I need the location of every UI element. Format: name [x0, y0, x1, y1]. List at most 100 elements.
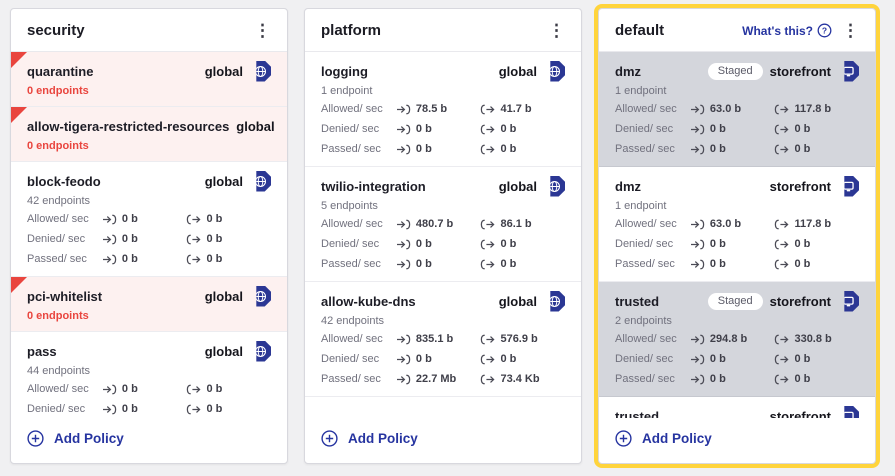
policy-card[interactable]: pci-whitelist global 0 endpoints [11, 277, 287, 332]
add-icon [27, 430, 44, 447]
metric-row: Denied/ sec 0 b 0 b [321, 234, 565, 254]
egress-value: 0 b [480, 353, 565, 365]
egress-icon [774, 144, 789, 155]
policy-card[interactable]: dmz storefront 1 endpoint Allowed/ sec 63.0 … [599, 167, 875, 282]
policy-title-row: allow-kube-dns global [321, 290, 565, 312]
metric-label: Allowed/ sec [321, 103, 383, 115]
ingress-bytes: 63.0 b [709, 218, 742, 230]
policy-name: quarantine [27, 63, 94, 79]
tier-header: security ⋮ [11, 9, 287, 52]
policy-scope-label: global [498, 293, 537, 309]
policy-card[interactable]: allow-kube-dns global 42 endpoints Allowed/… [305, 282, 581, 397]
ingress-icon [690, 144, 705, 155]
policy-tier-column-security: security ⋮ quarantine global 0 endpoints allo… [10, 8, 288, 464]
ingress-bytes: 0 b [121, 253, 138, 265]
namespace-icon [844, 290, 859, 312]
egress-icon [186, 214, 201, 225]
add-policy-button[interactable]: Add Policy [599, 418, 875, 463]
metric-label: Denied/ sec [321, 123, 380, 135]
metric-label: Passed/ sec [27, 253, 87, 265]
policy-title-row: twilio-integration global [321, 175, 565, 197]
metric-label: Allowed/ sec [27, 213, 89, 225]
egress-value: 73.4 Kb [480, 373, 565, 385]
ingress-bytes: 480.7 b [415, 218, 454, 230]
metric-label: Denied/ sec [615, 353, 674, 365]
policy-card[interactable]: trusted Staged storefront 2 endpoints Allowe… [599, 282, 875, 397]
endpoints-count: 44 endpoints [27, 365, 90, 377]
policy-title-row: logging global [321, 60, 565, 82]
ingress-icon [102, 384, 117, 395]
add-policy-button[interactable]: Add Policy [11, 418, 287, 463]
ingress-value: 0 b [690, 143, 775, 155]
kebab-menu-icon[interactable]: ⋮ [254, 20, 271, 40]
egress-icon [480, 354, 495, 365]
ingress-value: 0 b [690, 258, 775, 270]
egress-icon [774, 104, 789, 115]
egress-bytes: 117.8 b [794, 218, 832, 230]
policy-card[interactable]: logging global 1 endpoint Allowed/ sec 78.5 … [305, 52, 581, 167]
tier-title: default [615, 22, 665, 39]
metric-row: Passed/ sec 0 b 0 b [615, 254, 859, 274]
add-policy-label: Add Policy [642, 431, 712, 446]
policy-card[interactable]: twilio-integration global 5 endpoints Allow… [305, 167, 581, 282]
policy-name: trusted [615, 408, 660, 419]
kebab-menu-icon[interactable]: ⋮ [548, 20, 565, 40]
egress-bytes: 0 b [794, 258, 811, 270]
ingress-icon [396, 124, 411, 135]
ingress-bytes: 0 b [709, 258, 726, 270]
ingress-bytes: 294.8 b [709, 333, 748, 345]
policy-card[interactable]: allow-tigera-restricted-resources global 0… [11, 107, 287, 162]
metric-row: Passed/ sec 0 b 0 b [321, 254, 565, 274]
egress-bytes: 0 b [794, 353, 811, 365]
ingress-value: 0 b [102, 253, 187, 265]
egress-icon [186, 384, 201, 395]
ingress-bytes: 22.7 Mb [415, 373, 457, 385]
ingress-value: 0 b [396, 238, 481, 250]
kebab-menu-icon[interactable]: ⋮ [842, 20, 859, 40]
egress-value: 0 b [774, 353, 859, 365]
egress-icon [774, 334, 789, 345]
ingress-value: 0 b [396, 123, 481, 135]
metric-label: Denied/ sec [615, 123, 674, 135]
globe-icon [550, 290, 565, 312]
metric-row: Denied/ sec 0 b 0 b [321, 119, 565, 139]
egress-icon [480, 219, 495, 230]
ingress-bytes: 0 b [121, 213, 138, 225]
metric-row: Allowed/ sec 78.5 b 41.7 b [321, 99, 565, 119]
policy-card[interactable]: trusted storefront [599, 397, 875, 418]
policy-card[interactable]: dmz Staged storefront 1 endpoint Allowed/ se… [599, 52, 875, 167]
policy-name: trusted [615, 293, 660, 309]
metric-label: Allowed/ sec [615, 103, 677, 115]
whats-this-link[interactable]: What's this?? [742, 23, 832, 38]
ingress-bytes: 0 b [415, 123, 432, 135]
ingress-value: 0 b [690, 373, 775, 385]
metric-row: Allowed/ sec 0 b 0 b [27, 209, 271, 229]
ingress-icon [690, 124, 705, 135]
tier-title: platform [321, 22, 381, 39]
policy-title-row: trusted Staged storefront [615, 290, 859, 312]
tier-card-list: logging global 1 endpoint Allowed/ sec 78.5 … [305, 52, 581, 418]
metric-label: Denied/ sec [27, 233, 86, 245]
policy-card[interactable]: pass global 44 endpoints Allowed/ sec 0 b 0 b… [11, 332, 287, 418]
ingress-bytes: 0 b [121, 233, 138, 245]
ingress-icon [396, 354, 411, 365]
policy-card[interactable]: quarantine global 0 endpoints [11, 52, 287, 107]
metric-label: Denied/ sec [615, 238, 674, 250]
metric-label: Denied/ sec [321, 353, 380, 365]
policy-scope-label: global [204, 288, 243, 304]
endpoints-count: 42 endpoints [321, 315, 384, 327]
egress-value: 0 b [774, 123, 859, 135]
metric-label: Denied/ sec [27, 403, 86, 415]
metric-label: Passed/ sec [321, 258, 381, 270]
add-policy-button[interactable]: Add Policy [305, 418, 581, 463]
metric-row: Allowed/ sec 63.0 b 117.8 b [615, 214, 859, 234]
policy-card[interactable]: block-feodo global 42 endpoints Allowed/ se… [11, 162, 287, 277]
egress-bytes: 0 b [500, 238, 517, 250]
ingress-value: 0 b [102, 383, 187, 395]
egress-icon [774, 239, 789, 250]
egress-value: 117.8 b [774, 218, 859, 230]
policy-scope-label: storefront [769, 293, 831, 309]
egress-icon [186, 404, 201, 415]
metric-row: Allowed/ sec 480.7 b 86.1 b [321, 214, 565, 234]
egress-bytes: 0 b [794, 238, 811, 250]
